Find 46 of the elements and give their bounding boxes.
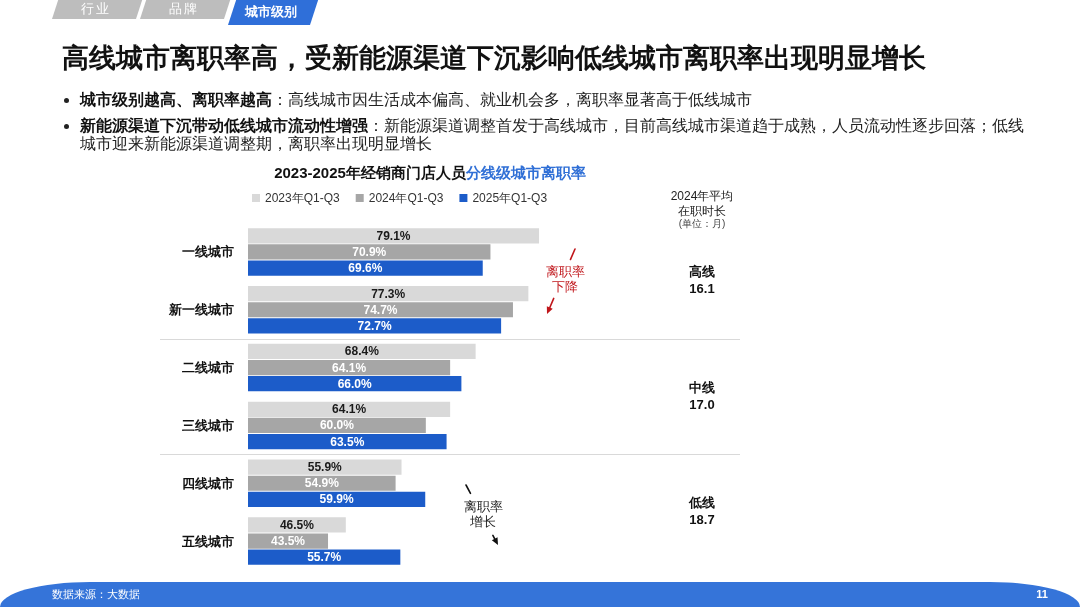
data-label: 63.5% [330, 434, 365, 449]
data-label: 70.9% [352, 244, 387, 259]
data-label: 77.3% [371, 286, 406, 301]
text: 新能源渠道下沉带动低线城市流动性增强 [80, 117, 368, 134]
data-label: 60.0% [319, 418, 355, 433]
annotation: 离职率下降 [545, 265, 585, 295]
data-label: 54.9% [304, 476, 340, 491]
annotation: 18.7 [688, 511, 716, 529]
annotation: 高线 [688, 262, 716, 280]
legend-label: 2024年Q1-Q3 [368, 191, 444, 205]
y-tick-label: 五线城市 [181, 533, 234, 549]
annotation: 17.0 [688, 395, 716, 413]
data-label: 66.0% [337, 376, 373, 391]
data-label: 79.1% [376, 228, 411, 243]
legend-label: 2025年Q1-Q3 [472, 191, 548, 205]
text: 11 [1036, 587, 1048, 601]
annotation: 16.1 [688, 279, 716, 297]
y-tick-label: 四线城市 [182, 475, 234, 491]
data-label: 46.5% [279, 517, 315, 532]
annotation: 低线 [687, 494, 716, 512]
data-label: 69.6% [348, 261, 383, 276]
data-label: 43.5% [271, 534, 306, 549]
legend-label: 2023年Q1-Q3 [265, 191, 341, 205]
data-label: 64.1% [332, 360, 367, 375]
annotation: (单位：月) [677, 218, 727, 230]
text: 行业 [81, 1, 111, 18]
y-tick-label: 新一线城市 [168, 302, 234, 318]
text: 城市级别越高、离职率越高 [80, 91, 272, 108]
data-label: 72.7% [357, 318, 392, 333]
annotation: 中线 [688, 378, 716, 396]
chart-title: 高线城市离职率高，受新能源渠道下沉影响低线城市离职率出现明显增长 [62, 42, 926, 75]
data-label: 74.7% [363, 302, 398, 317]
data-label: 68.4% [344, 344, 380, 359]
chart-subtitle: 2023-2025年经销商门店人员分线级城市离职率 [274, 164, 586, 181]
text: 品牌 [169, 1, 199, 18]
data-label: 64.1% [332, 402, 367, 417]
annotation: 离职率增长 [463, 500, 503, 530]
source-note: 数据来源：大数据 [52, 587, 140, 601]
text: 城市级别 [245, 4, 297, 21]
y-tick-label: 三线城市 [182, 417, 234, 433]
data-label: 55.9% [307, 460, 343, 475]
text: 2024年平均在职时长 [669, 189, 735, 219]
data-label: 55.7% [307, 550, 342, 565]
y-tick-label: 一线城市 [182, 244, 234, 260]
data-label: 59.9% [319, 492, 354, 507]
y-tick-label: 二线城市 [182, 360, 234, 376]
